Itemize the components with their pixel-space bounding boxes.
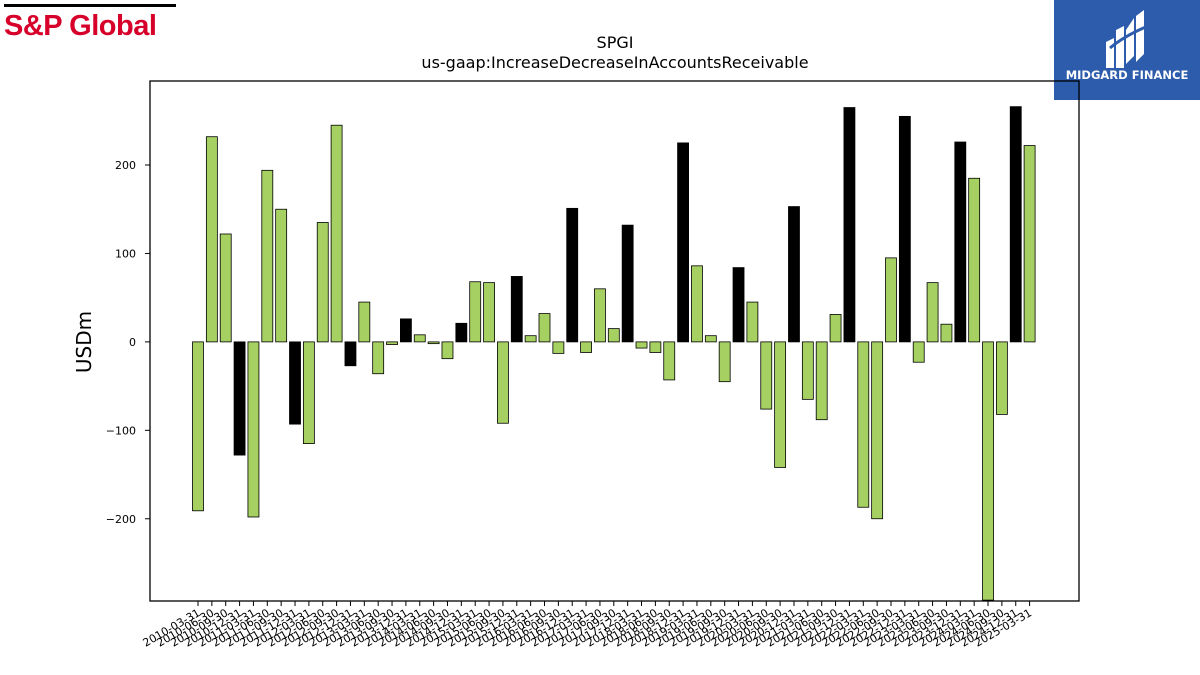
bar-2015-12-31 — [510, 276, 523, 343]
bar-2010-06-30 — [205, 136, 218, 343]
bar-2013-12-31 — [399, 318, 412, 343]
bar-2023-03-31 — [912, 341, 925, 363]
bar-2013-03-31 — [358, 301, 371, 343]
bar-2022-09-30 — [885, 257, 897, 343]
bar-2015-03-31 — [469, 281, 482, 343]
bar-2020-12-31 — [788, 206, 800, 343]
bar-2019-09-30 — [718, 341, 731, 383]
bar-2016-06-30 — [538, 313, 551, 343]
bar-2019-06-30 — [704, 335, 717, 343]
bar-2020-03-31 — [746, 301, 759, 343]
bar-2016-12-31 — [566, 207, 579, 343]
bar-2023-06-30 — [926, 282, 939, 343]
chart-title: SPGI — [597, 33, 634, 52]
bar-2024-03-31 — [968, 177, 981, 343]
bar-2014-12-31 — [455, 322, 468, 343]
bar-2015-09-30 — [497, 341, 509, 424]
bar-2011-03-31 — [247, 341, 260, 518]
bar-2022-03-31 — [857, 341, 870, 508]
y-tick-label: −100 — [106, 424, 136, 437]
bar-2023-12-31 — [954, 141, 967, 343]
y-tick-label: 100 — [115, 247, 136, 260]
bar-2010-03-31 — [192, 341, 204, 512]
bar-2012-06-30 — [316, 222, 329, 343]
bar-2013-09-30 — [386, 341, 398, 345]
bar-2021-03-31 — [801, 341, 814, 400]
bar-2014-09-30 — [441, 341, 454, 360]
bar-2023-09-30 — [940, 323, 953, 343]
bar-2024-06-30 — [982, 341, 994, 601]
bar-2018-06-30 — [649, 341, 662, 353]
midgard-finance-logo-text: MIDGARD FINANCE — [1065, 68, 1189, 82]
bar-2014-06-30 — [427, 341, 440, 345]
bar-2012-12-31 — [344, 341, 357, 367]
bar-2020-09-30 — [774, 341, 787, 468]
bars-group — [192, 106, 1036, 601]
sp-global-logo: S&P Global — [4, 4, 176, 43]
bar-2021-12-31 — [843, 107, 856, 343]
bar-2020-06-30 — [760, 341, 773, 410]
plot-frame — [149, 80, 1080, 602]
y-tick-label: 200 — [115, 159, 136, 172]
midgard-mark-icon — [1106, 10, 1149, 68]
bar-2017-09-30 — [607, 328, 620, 343]
bar-2021-09-30 — [829, 314, 842, 343]
y-axis-label: USDm — [72, 311, 96, 373]
bar-2015-06-30 — [483, 282, 495, 343]
bar-2011-06-30 — [261, 169, 274, 343]
y-tick-label: −200 — [106, 513, 136, 526]
bar-2017-12-31 — [621, 224, 634, 343]
bar-2017-03-31 — [580, 341, 592, 353]
bar-2019-03-31 — [691, 265, 703, 343]
bar-2010-12-31 — [233, 341, 246, 456]
bar-2024-09-30 — [995, 341, 1008, 415]
bar-2018-09-30 — [663, 341, 676, 381]
bar-2024-12-31 — [1009, 106, 1022, 343]
bar-2025-03-31 — [1023, 145, 1036, 343]
bar-2016-03-31 — [524, 335, 537, 343]
bar-2012-09-30 — [330, 124, 343, 343]
bar-2016-09-30 — [552, 341, 565, 354]
bar-2018-03-31 — [635, 341, 648, 349]
bar-2012-03-31 — [302, 341, 315, 444]
midgard-finance-logo: MIDGARD FINANCE — [1054, 0, 1200, 100]
bar-2018-12-31 — [677, 142, 689, 343]
bar-2019-12-31 — [732, 267, 745, 343]
x-axis-ticks: 2010-03-312010-06-302010-09-302010-12-31… — [141, 601, 1034, 650]
bar-2021-06-30 — [815, 341, 828, 421]
logo-rule — [4, 4, 176, 7]
bar-2022-12-31 — [898, 115, 911, 343]
y-tick-label: 0 — [129, 336, 136, 349]
y-axis-ticks: −200 −100 0 100 200 — [106, 159, 150, 526]
bar-2022-06-30 — [871, 341, 884, 520]
sp-global-logo-text: S&P Global — [4, 10, 157, 42]
bar-2014-03-31 — [413, 334, 426, 343]
bar-2011-12-31 — [289, 341, 301, 425]
bar-2017-06-30 — [594, 288, 606, 343]
bar-2010-09-30 — [219, 233, 232, 343]
chart-subtitle: us-gaap:IncreaseDecreaseInAccountsReceiv… — [421, 53, 808, 72]
bar-2013-06-30 — [372, 341, 385, 375]
bar-2011-09-30 — [275, 208, 288, 343]
